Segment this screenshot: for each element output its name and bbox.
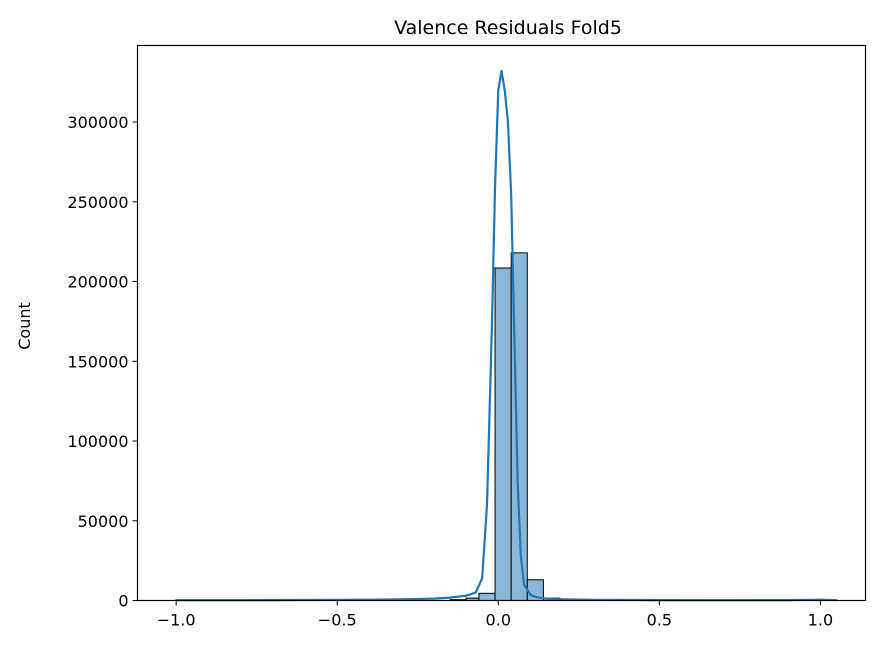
x-tick-label: 1.0 (808, 611, 833, 630)
plot-frame (136, 44, 867, 602)
y-axis-ticks: 0 50000 100000 150000 200000 250000 300000 (67, 113, 138, 611)
y-tick-label: 0 (118, 592, 128, 611)
kde-line (175, 69, 838, 602)
y-tick-label: 200000 (67, 273, 128, 292)
x-tick-label: 0.5 (647, 611, 672, 630)
chart-title: Valence Residuals Fold5 (394, 17, 622, 39)
y-tick-label: 150000 (67, 352, 128, 371)
histogram-bar (494, 267, 512, 601)
histogram-bar (478, 592, 496, 602)
x-tick-label: −0.5 (318, 611, 357, 630)
y-tick-label: 50000 (78, 512, 129, 531)
x-tick-label: −1.0 (157, 611, 196, 630)
kde-curve-group (175, 69, 838, 602)
x-axis-ticks: −1.0 −0.5 0.0 0.5 1.0 (157, 600, 833, 630)
y-tick-label: 250000 (67, 193, 128, 212)
y-tick-label: 100000 (67, 432, 128, 451)
y-tick-label: 300000 (67, 113, 128, 132)
y-axis-label: Count (15, 302, 34, 350)
x-tick-label: 0.0 (486, 611, 511, 630)
